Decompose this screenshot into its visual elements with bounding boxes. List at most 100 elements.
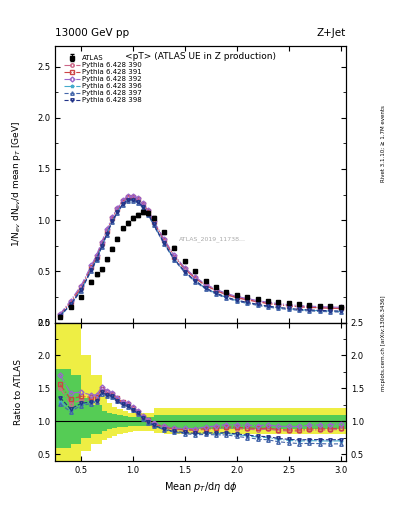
Pythia 6.428 392 [203, 281, 208, 287]
Pythia 6.428 392 [105, 226, 109, 232]
Pythia 6.428 396 [203, 285, 208, 291]
Pythia 6.428 397 [338, 309, 343, 315]
Pythia 6.428 396 [89, 267, 94, 273]
Pythia 6.428 397 [110, 219, 114, 225]
Pythia 6.428 398 [58, 312, 62, 318]
Pythia 6.428 398 [203, 285, 208, 291]
Pythia 6.428 397 [328, 309, 332, 315]
Pythia 6.428 390 [214, 288, 219, 294]
Pythia 6.428 398 [146, 211, 151, 217]
Pythia 6.428 398 [286, 305, 291, 311]
Pythia 6.428 398 [151, 221, 156, 227]
Pythia 6.428 398 [105, 230, 109, 237]
Pythia 6.428 390 [245, 297, 250, 303]
Pythia 6.428 397 [203, 286, 208, 292]
Pythia 6.428 392 [328, 304, 332, 310]
Pythia 6.428 392 [68, 297, 73, 304]
Pythia 6.428 391 [105, 228, 109, 234]
Pythia 6.428 397 [286, 306, 291, 312]
Pythia 6.428 391 [234, 294, 239, 301]
Pythia 6.428 390 [307, 305, 312, 311]
Pythia 6.428 390 [276, 302, 281, 308]
Pythia 6.428 398 [136, 199, 140, 205]
Pythia 6.428 392 [141, 200, 146, 206]
Line: Pythia 6.428 397: Pythia 6.428 397 [59, 199, 342, 318]
Pythia 6.428 392 [120, 197, 125, 203]
Pythia 6.428 398 [266, 303, 270, 309]
Pythia 6.428 390 [115, 207, 120, 213]
X-axis label: Mean $p_T$/d$\eta$ d$\phi$: Mean $p_T$/d$\eta$ d$\phi$ [164, 480, 237, 494]
Pythia 6.428 390 [99, 242, 104, 248]
Pythia 6.428 392 [89, 262, 94, 268]
Pythia 6.428 390 [318, 305, 322, 311]
Pythia 6.428 391 [58, 311, 62, 317]
Pythia 6.428 390 [146, 209, 151, 215]
Pythia 6.428 391 [79, 284, 83, 290]
Text: Z+Jet: Z+Jet [317, 28, 346, 38]
Pythia 6.428 391 [146, 208, 151, 215]
Pythia 6.428 396 [58, 313, 62, 319]
Pythia 6.428 396 [266, 303, 270, 309]
Pythia 6.428 391 [172, 253, 177, 260]
Pythia 6.428 392 [182, 265, 187, 271]
Pythia 6.428 390 [136, 197, 140, 203]
Pythia 6.428 390 [151, 219, 156, 225]
Y-axis label: 1/N$_{ev}$ dN$_{ev}$/d mean p$_T$ [GeV]: 1/N$_{ev}$ dN$_{ev}$/d mean p$_T$ [GeV] [10, 121, 23, 247]
Pythia 6.428 398 [162, 240, 167, 246]
Pythia 6.428 391 [255, 298, 260, 305]
Text: <pT> (ATLAS UE in Z production): <pT> (ATLAS UE in Z production) [125, 52, 276, 60]
Pythia 6.428 392 [276, 301, 281, 307]
Pythia 6.428 392 [255, 297, 260, 304]
Pythia 6.428 392 [151, 218, 156, 224]
Pythia 6.428 391 [266, 300, 270, 306]
Pythia 6.428 397 [79, 288, 83, 294]
Pythia 6.428 391 [99, 240, 104, 246]
Pythia 6.428 392 [318, 304, 322, 310]
Pythia 6.428 398 [172, 256, 177, 262]
Pythia 6.428 390 [68, 300, 73, 306]
Pythia 6.428 396 [115, 209, 120, 216]
Pythia 6.428 396 [307, 307, 312, 313]
Pythia 6.428 397 [141, 205, 146, 211]
Pythia 6.428 392 [307, 303, 312, 309]
Pythia 6.428 390 [94, 255, 99, 261]
Line: Pythia 6.428 391: Pythia 6.428 391 [59, 196, 342, 316]
Pythia 6.428 398 [89, 266, 94, 272]
Pythia 6.428 398 [110, 218, 114, 224]
Pythia 6.428 392 [234, 293, 239, 300]
Pythia 6.428 391 [89, 264, 94, 270]
Pythia 6.428 390 [130, 195, 135, 201]
Pythia 6.428 390 [141, 202, 146, 208]
Pythia 6.428 398 [141, 204, 146, 210]
Pythia 6.428 392 [79, 283, 83, 289]
Pythia 6.428 392 [115, 205, 120, 211]
Pythia 6.428 391 [318, 305, 322, 311]
Pythia 6.428 396 [162, 240, 167, 246]
Pythia 6.428 391 [162, 237, 167, 243]
Pythia 6.428 391 [125, 194, 130, 200]
Pythia 6.428 398 [193, 278, 198, 284]
Pythia 6.428 397 [162, 241, 167, 247]
Pythia 6.428 390 [286, 303, 291, 309]
Line: Pythia 6.428 396: Pythia 6.428 396 [59, 199, 342, 317]
Pythia 6.428 397 [99, 244, 104, 250]
Pythia 6.428 397 [255, 302, 260, 308]
Pythia 6.428 398 [224, 294, 229, 300]
Pythia 6.428 392 [245, 295, 250, 302]
Pythia 6.428 392 [146, 207, 151, 214]
Pythia 6.428 392 [214, 286, 219, 292]
Pythia 6.428 398 [182, 268, 187, 274]
Pythia 6.428 397 [125, 198, 130, 204]
Pythia 6.428 390 [172, 254, 177, 260]
Pythia 6.428 391 [338, 305, 343, 311]
Pythia 6.428 398 [79, 287, 83, 293]
Pythia 6.428 391 [151, 219, 156, 225]
Text: ATLAS_2019_11738...: ATLAS_2019_11738... [178, 237, 246, 243]
Pythia 6.428 391 [203, 282, 208, 288]
Pythia 6.428 396 [182, 269, 187, 275]
Pythia 6.428 397 [224, 295, 229, 301]
Pythia 6.428 397 [297, 307, 301, 313]
Pythia 6.428 396 [94, 257, 99, 263]
Pythia 6.428 398 [328, 308, 332, 314]
Pythia 6.428 398 [120, 201, 125, 207]
